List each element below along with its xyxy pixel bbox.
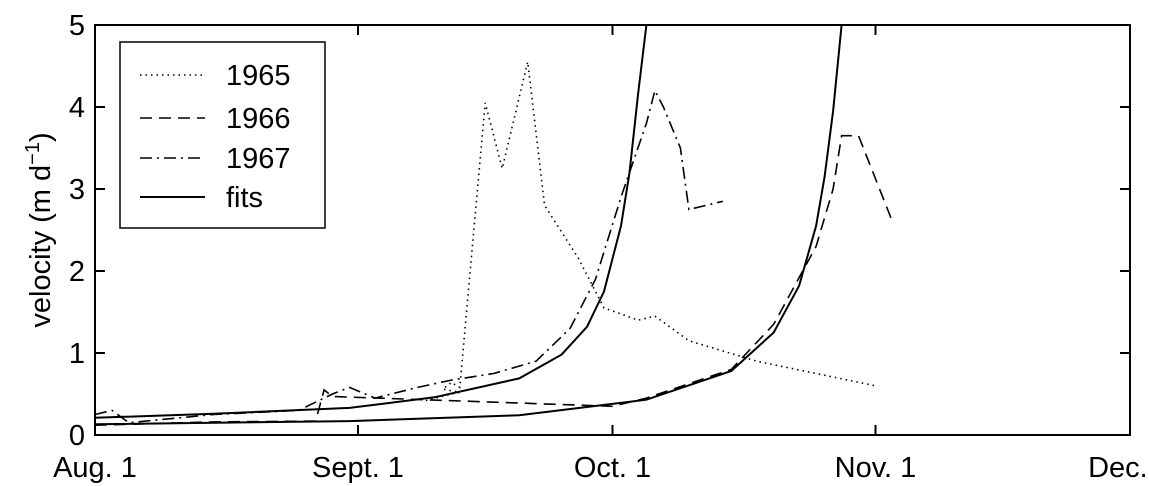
series-line-fits-3 (94, 24, 648, 419)
x-tick-label: Aug. 1 (53, 452, 137, 484)
series-line-1967-2 (94, 88, 723, 424)
legend-entry-fits: fits (140, 182, 263, 214)
y-tick-label: 4 (69, 92, 85, 124)
x-tick-label: Sept. 1 (312, 452, 404, 484)
legend-entry-1965: 1965 (140, 60, 291, 92)
legend-entry-1966: 1966 (140, 103, 291, 135)
legend-label-fits: fits (226, 182, 263, 214)
legend-entry-1967: 1967 (140, 143, 291, 175)
series-line-fits-4 (94, 24, 843, 426)
y-axis-label-main: velocity (m d (25, 165, 57, 328)
legend-label-1966: 1966 (226, 103, 291, 135)
ticks-layer: 0 1 2 3 4 5 Aug. 1 Sept. 1 Oct. 1 Nov. 1 Dec. 1 (53, 10, 1149, 484)
y-axis-label: velocity (m d−1) (22, 132, 57, 327)
y-tick-label: 3 (69, 174, 85, 206)
legend-label-1965: 1965 (226, 60, 291, 92)
x-tick-label: Dec. 1 (1088, 452, 1149, 484)
series-layer (94, 24, 894, 426)
y-tick-label: 2 (69, 256, 85, 288)
series-line-1965-0 (425, 61, 876, 402)
legend: 1965 1966 1967 fits (119, 41, 326, 229)
y-axis-label-suffix: ) (25, 132, 57, 142)
legend-box (119, 41, 326, 229)
y-tick-label: 1 (69, 338, 85, 370)
y-tick-label: 0 (69, 420, 85, 452)
legend-label-1967: 1967 (226, 143, 291, 175)
series-line-1966-1 (94, 134, 894, 426)
y-axis-label-superscript: −1 (22, 142, 44, 165)
x-tick-label: Nov. 1 (835, 452, 917, 484)
x-tick-label: Oct. 1 (574, 452, 651, 484)
y-tick-label: 5 (69, 10, 85, 42)
